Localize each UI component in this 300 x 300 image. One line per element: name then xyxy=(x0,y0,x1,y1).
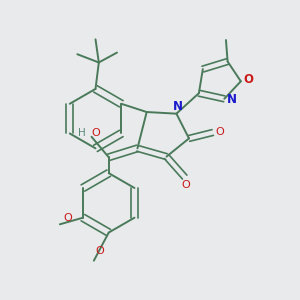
Text: O: O xyxy=(181,180,190,190)
Text: N: N xyxy=(172,100,182,113)
Text: O: O xyxy=(216,128,224,137)
Text: O: O xyxy=(243,74,254,86)
Text: O: O xyxy=(63,213,72,224)
Text: H: H xyxy=(78,128,86,139)
Text: N: N xyxy=(227,93,237,106)
Text: O: O xyxy=(95,246,104,256)
Text: O: O xyxy=(91,128,100,138)
